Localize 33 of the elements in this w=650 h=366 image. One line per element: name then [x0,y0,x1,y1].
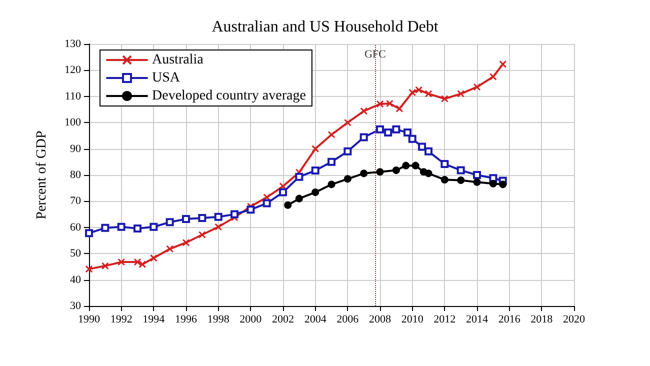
x-tick-label: 2018 [530,314,554,326]
x-tick-label: 2000 [240,314,262,326]
legend-label: USA [152,70,181,86]
y-tick-label: 70 [70,195,82,208]
x-tick-label: 2010 [401,314,424,326]
y-tick-label: 60 [70,221,82,234]
y-tick-label: 130 [64,38,82,50]
y-tick-label: 50 [70,248,82,260]
y-tick-label: 120 [64,64,82,76]
x-tick-label: 2014 [466,314,488,326]
y-tick-label: 80 [70,169,82,181]
legend-label: Australia [152,52,204,68]
x-tick-label: 2016 [498,314,521,326]
x-tick-label: 1996 [175,314,198,326]
y-tick-label: 90 [70,142,82,155]
x-tick-label: 1994 [142,314,166,326]
x-tick-label: 2006 [336,314,360,326]
y-axis-title: Percent of GDP [34,130,50,220]
chart-title: Australian and US Household Debt [212,18,439,36]
y-tick-label: 110 [64,90,82,102]
legend-label: Developed country average [152,88,306,104]
y-tick-label: 40 [70,274,82,286]
ref-line-label: GFC [364,48,386,60]
x-tick-label: 2020 [563,314,586,326]
x-tick-label: 1992 [110,314,132,326]
x-tick-label: 1998 [207,314,230,326]
y-tick-label: 30 [70,300,82,312]
y-tick-label: 100 [64,116,82,129]
x-tick-label: 2012 [434,314,456,326]
x-tick-label: 2008 [369,314,392,326]
x-tick-label: 2002 [272,314,294,326]
x-tick-label: 1990 [78,314,100,326]
x-tick-label: 2004 [304,314,327,326]
